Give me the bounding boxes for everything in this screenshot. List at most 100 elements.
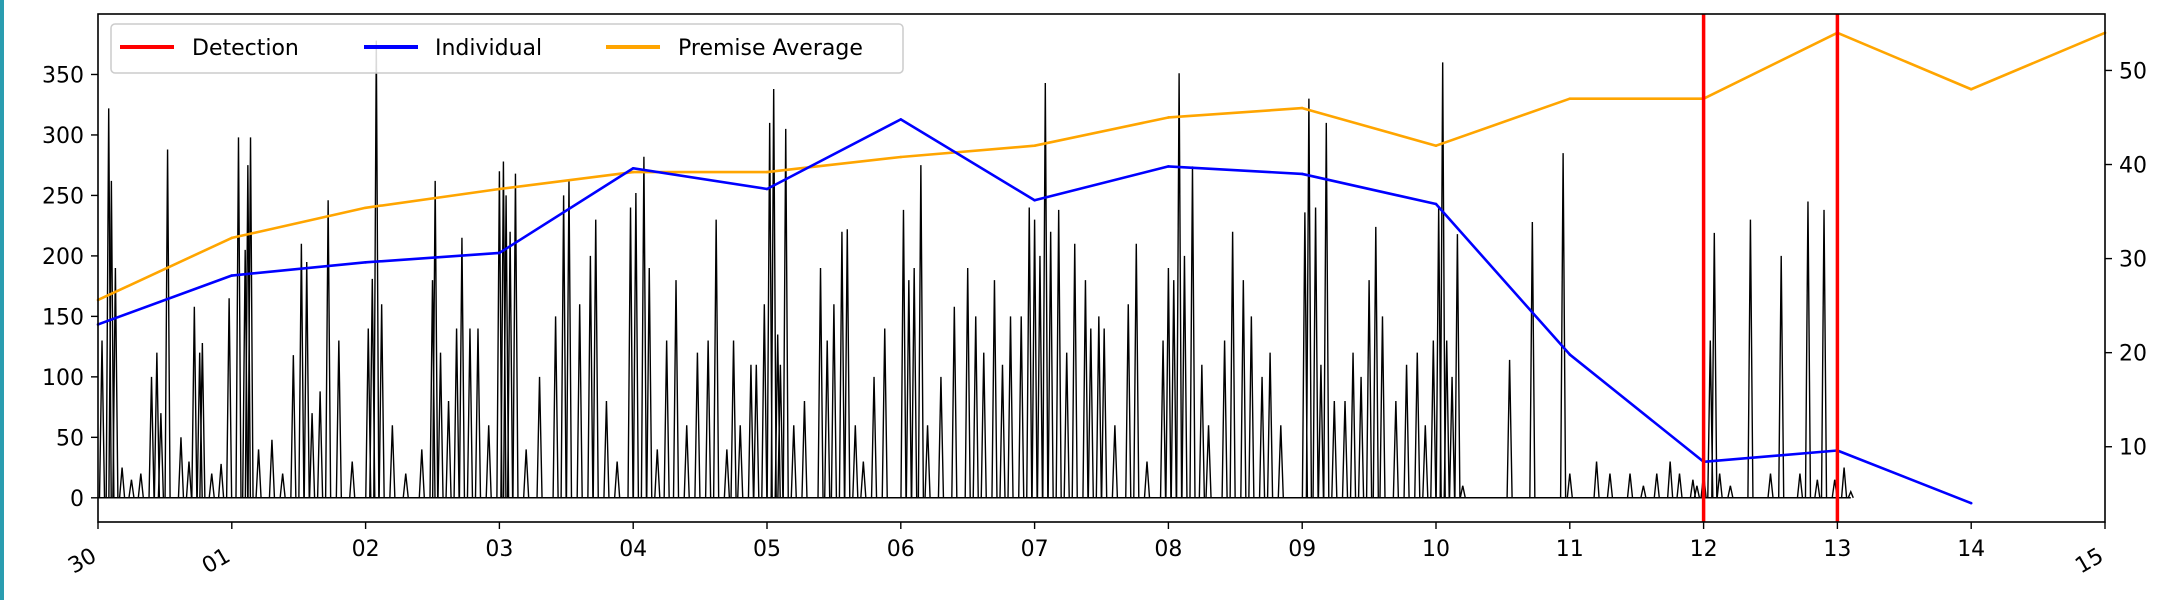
activity-peak xyxy=(552,316,559,498)
individual-point xyxy=(631,166,635,170)
activity-peak xyxy=(1814,479,1821,498)
activity-peak xyxy=(1365,280,1373,498)
right-axis-tick-label: 20 xyxy=(2119,342,2147,367)
activity-peak xyxy=(349,461,356,498)
individual-point xyxy=(364,261,367,264)
individual-point xyxy=(1033,198,1036,202)
activity-peak xyxy=(1331,401,1338,498)
activity-peak xyxy=(316,391,324,498)
left-axis-tick-label: 50 xyxy=(56,426,84,451)
activity-peak xyxy=(1767,473,1774,498)
activity-peak xyxy=(1248,316,1255,498)
activity-peak xyxy=(1323,122,1330,498)
activity-peak xyxy=(1372,226,1379,498)
activity-peak xyxy=(453,328,460,498)
activity-peak xyxy=(437,352,444,498)
activity-peak xyxy=(235,137,242,498)
activity-peak xyxy=(1689,479,1697,498)
premise-average-point xyxy=(1969,87,1973,91)
activity-peak xyxy=(1221,340,1228,498)
activity-peak xyxy=(1529,222,1536,498)
individual-point xyxy=(1969,501,1973,505)
activity-peak xyxy=(924,425,931,498)
individual-point xyxy=(498,251,501,255)
right-axis-tick-label: 40 xyxy=(2119,154,2147,179)
activity-peak xyxy=(247,137,254,498)
left-axis-tick-label: 150 xyxy=(42,305,84,330)
x-axis-tick-label: 10 xyxy=(1422,537,1450,562)
activity-peak xyxy=(378,304,385,498)
activity-peak xyxy=(1506,359,1513,498)
activity-peak xyxy=(148,376,155,498)
x-axis-tick-label: 02 xyxy=(352,537,380,562)
x-axis-tick-label: 30 xyxy=(64,544,101,580)
activity-peak xyxy=(308,413,316,498)
premise-average-point xyxy=(1167,116,1170,119)
individual-point xyxy=(1434,202,1438,206)
premise-average-point xyxy=(765,170,769,174)
premise-average-line xyxy=(97,31,2106,302)
activity-peak xyxy=(1430,340,1437,498)
activity-peak xyxy=(1357,376,1365,498)
activity-peak xyxy=(466,328,474,498)
legend[interactable]: Detection Individual Premise Average xyxy=(110,23,904,74)
activity-peak xyxy=(429,280,436,498)
activity-peak xyxy=(870,376,878,498)
activity-peak xyxy=(663,340,670,498)
activity-peak xyxy=(646,267,653,498)
left-axis-tick-label: 350 xyxy=(42,63,84,88)
activity-peak xyxy=(1170,280,1177,498)
activity-peak xyxy=(672,280,680,498)
activity-peak xyxy=(830,304,838,498)
activity-peak xyxy=(1175,73,1183,498)
activity-peak xyxy=(910,267,918,498)
activity-peak xyxy=(1341,401,1349,498)
activity-peak xyxy=(1277,425,1284,498)
premise-average-point xyxy=(364,206,367,210)
activity-peak xyxy=(1666,461,1674,498)
activity-peak xyxy=(1205,425,1212,498)
activity-peak xyxy=(1566,473,1573,498)
right-axis-tick-label: 10 xyxy=(2119,436,2147,461)
activity-peak xyxy=(128,479,135,498)
activity-peak xyxy=(1181,255,1188,498)
activity-peak xyxy=(1266,352,1274,498)
x-axis-tick-label: 14 xyxy=(1957,537,1985,562)
activity-peak xyxy=(881,328,888,498)
activity-peak xyxy=(1071,243,1078,498)
activity-peak xyxy=(1403,364,1410,498)
activity-peak xyxy=(191,306,198,498)
activity-peak xyxy=(196,352,203,498)
activity-peak xyxy=(1133,243,1140,498)
premise-average-point xyxy=(1434,144,1438,148)
activity-peak xyxy=(770,88,777,498)
activity-peak xyxy=(298,243,305,498)
activity-peak xyxy=(1693,485,1701,498)
activity-peak xyxy=(1087,328,1094,498)
premise-average-point xyxy=(631,170,635,174)
activity-peak xyxy=(1727,485,1734,498)
activity-peak xyxy=(1026,207,1033,498)
activity-peak xyxy=(824,340,831,498)
activity-peak xyxy=(1312,207,1319,498)
activity-peak xyxy=(474,328,482,498)
activity-peak xyxy=(324,200,332,498)
activity-peak xyxy=(592,219,599,498)
activity-peak xyxy=(917,165,925,498)
activity-peak xyxy=(1143,461,1151,498)
left-edge-bar xyxy=(0,0,4,600)
activity-peak xyxy=(502,195,510,498)
activity-peak xyxy=(225,298,233,498)
activity-peak xyxy=(747,364,755,498)
legend-box xyxy=(110,23,904,74)
individual-point xyxy=(1167,165,1170,168)
activity-peak xyxy=(418,449,425,498)
legend-label-detection: Detection xyxy=(192,36,299,61)
premise-average-point xyxy=(1300,106,1304,110)
activity-peak xyxy=(241,249,249,498)
activity-peak xyxy=(1593,461,1600,498)
activity-peak xyxy=(335,340,343,498)
activity-peak xyxy=(1165,267,1172,498)
right-axis-tick-label: 50 xyxy=(2119,59,2147,84)
activity-peak xyxy=(1082,280,1089,498)
